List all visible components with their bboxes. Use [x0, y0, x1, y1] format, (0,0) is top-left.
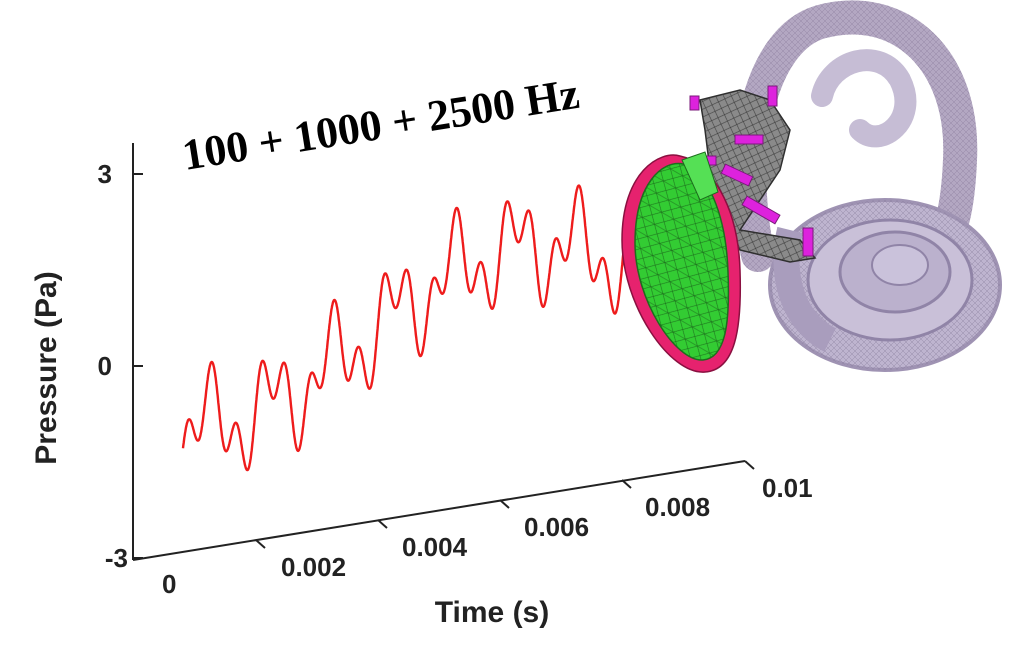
x-tick-label: 0 — [162, 569, 176, 599]
y-axis: 3 0 -3 — [98, 159, 143, 573]
chart-title: 100 + 1000 + 2500 Hz — [179, 69, 583, 180]
x-axis-line — [132, 460, 746, 561]
x-axis: 0 0.002 0.004 0.006 0.008 0.01 — [162, 460, 813, 599]
y-tick-label: 3 — [98, 159, 112, 189]
x-tick: 0 — [162, 539, 266, 599]
ligament-shapes — [689, 85, 814, 257]
x-tick: 0.004 — [402, 499, 510, 562]
y-tick-label: -3 — [105, 543, 128, 573]
eardrum-shape — [621, 151, 742, 373]
x-tick-label: 0.008 — [645, 492, 710, 522]
x-tick: 0.008 — [645, 460, 755, 522]
x-tick-label: 0.004 — [402, 532, 468, 562]
x-axis-label: Time (s) — [435, 596, 549, 629]
x-tick-label: 0.01 — [762, 473, 813, 503]
x-tick: 0.002 — [281, 519, 388, 582]
x-tick: 0.006 — [524, 479, 632, 542]
x-tick-label: 0.006 — [524, 512, 589, 542]
y-tick-label: 0 — [98, 351, 112, 381]
y-axis-label: Pressure (Pa) — [30, 271, 63, 464]
y-tick: 3 — [98, 159, 143, 189]
y-tick: -3 — [105, 543, 143, 573]
series-line — [181, 184, 656, 472]
ear-anatomy-model — [621, 0, 1002, 373]
cochlea-shape — [732, 0, 1002, 372]
y-tick: 0 — [98, 351, 143, 381]
x-tick-label: 0.002 — [281, 552, 346, 582]
